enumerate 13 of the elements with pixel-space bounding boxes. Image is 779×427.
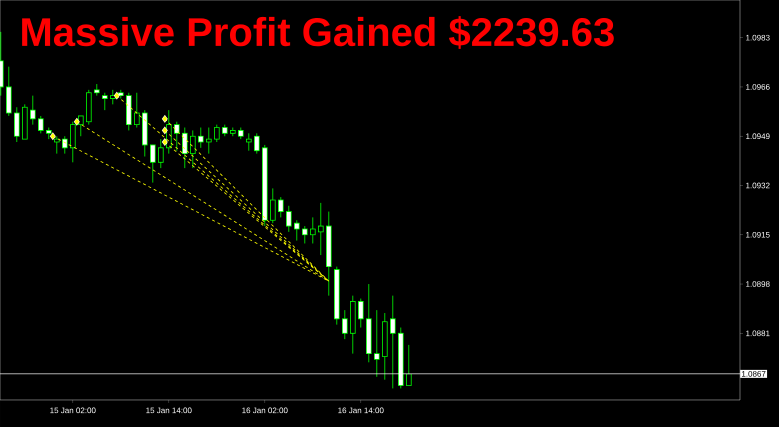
y-tick-label: 1.0949 bbox=[746, 133, 770, 140]
x-tick-label: 15 Jan 02:00 bbox=[50, 408, 96, 414]
chart-title: Massive Profit Gained $2239.63 bbox=[22, 16, 614, 49]
x-tick-label: 15 Jan 14:00 bbox=[146, 408, 192, 414]
y-tick-label: 1.0966 bbox=[746, 84, 770, 90]
ref-line-label: 1.0867 bbox=[742, 371, 766, 377]
y-tick-label: 1.0983 bbox=[746, 34, 770, 41]
y-tick-label: 1.0932 bbox=[746, 182, 770, 188]
y-tick-label: 1.0881 bbox=[746, 330, 770, 336]
x-tick-label: 16 Jan 02:00 bbox=[242, 408, 288, 414]
y-tick-label: 1.0898 bbox=[746, 281, 770, 287]
y-tick-label: 1.0915 bbox=[746, 232, 770, 238]
x-tick-label: 16 Jan 14:00 bbox=[338, 408, 384, 414]
